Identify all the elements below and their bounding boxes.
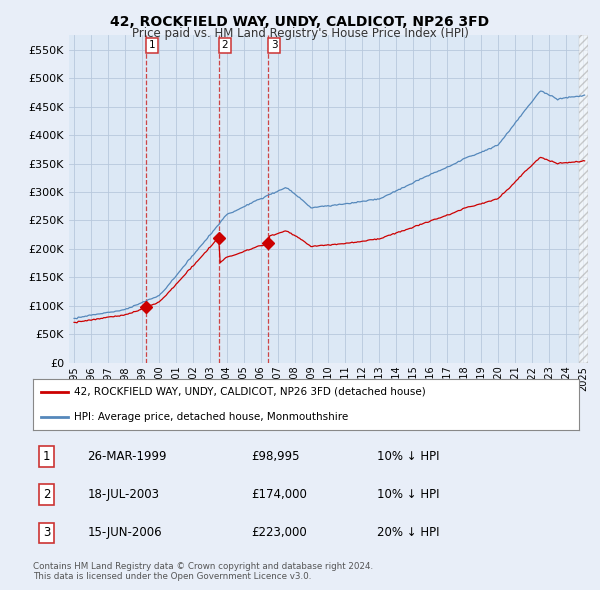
Text: 10% ↓ HPI: 10% ↓ HPI [377, 488, 439, 501]
Text: 2: 2 [221, 40, 228, 50]
Text: £98,995: £98,995 [251, 450, 300, 463]
Text: Price paid vs. HM Land Registry's House Price Index (HPI): Price paid vs. HM Land Registry's House … [131, 27, 469, 40]
Text: 1: 1 [43, 450, 50, 463]
Bar [578, 35, 588, 363]
Text: 18-JUL-2003: 18-JUL-2003 [88, 488, 160, 501]
Text: 15-JUN-2006: 15-JUN-2006 [88, 526, 162, 539]
Text: 2: 2 [43, 488, 50, 501]
Text: 1: 1 [148, 40, 155, 50]
Text: 26-MAR-1999: 26-MAR-1999 [88, 450, 167, 463]
Text: 10% ↓ HPI: 10% ↓ HPI [377, 450, 439, 463]
Text: 42, ROCKFIELD WAY, UNDY, CALDICOT, NP26 3FD (detached house): 42, ROCKFIELD WAY, UNDY, CALDICOT, NP26 … [74, 387, 426, 397]
Text: 3: 3 [271, 40, 277, 50]
Text: 3: 3 [43, 526, 50, 539]
Text: £174,000: £174,000 [251, 488, 307, 501]
Text: Contains HM Land Registry data © Crown copyright and database right 2024.
This d: Contains HM Land Registry data © Crown c… [33, 562, 373, 581]
Text: 20% ↓ HPI: 20% ↓ HPI [377, 526, 439, 539]
Text: HPI: Average price, detached house, Monmouthshire: HPI: Average price, detached house, Monm… [74, 412, 348, 422]
Text: 42, ROCKFIELD WAY, UNDY, CALDICOT, NP26 3FD: 42, ROCKFIELD WAY, UNDY, CALDICOT, NP26 … [110, 15, 490, 30]
Text: £223,000: £223,000 [251, 526, 307, 539]
